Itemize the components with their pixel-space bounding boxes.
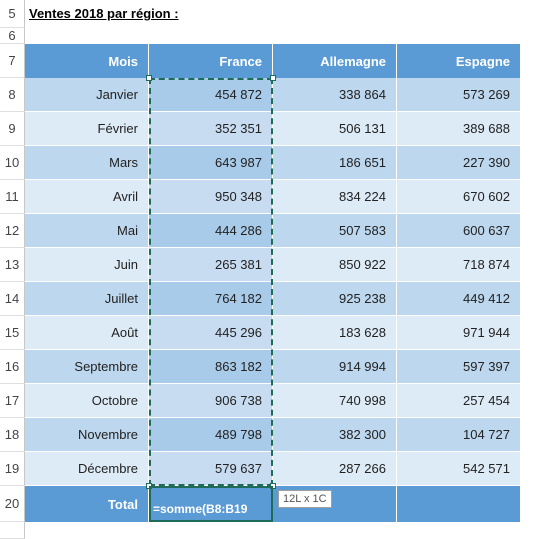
- month-cell[interactable]: Octobre: [25, 384, 149, 418]
- value-cell[interactable]: 764 182: [149, 282, 273, 316]
- month-cell[interactable]: Novembre: [25, 418, 149, 452]
- column-header[interactable]: Mois: [25, 44, 149, 78]
- value-cell[interactable]: 971 944: [397, 316, 521, 350]
- value-cell[interactable]: 597 397: [397, 350, 521, 384]
- row-number: 10: [0, 146, 25, 180]
- month-cell[interactable]: Juin: [25, 248, 149, 282]
- value-cell[interactable]: 186 651: [273, 146, 397, 180]
- row-number: 13: [0, 248, 25, 282]
- month-cell[interactable]: Avril: [25, 180, 149, 214]
- month-cell[interactable]: Août: [25, 316, 149, 350]
- value-cell[interactable]: 227 390: [397, 146, 521, 180]
- row-number: 19: [0, 452, 25, 486]
- row-number: 14: [0, 282, 25, 316]
- column-header[interactable]: Allemagne: [273, 44, 397, 78]
- month-cell[interactable]: Janvier: [25, 78, 149, 112]
- value-cell[interactable]: 389 688: [397, 112, 521, 146]
- row-number: 9: [0, 112, 25, 146]
- column-header[interactable]: France: [149, 44, 273, 78]
- value-cell[interactable]: 914 994: [273, 350, 397, 384]
- row-number: 7: [0, 44, 25, 78]
- month-cell[interactable]: Septembre: [25, 350, 149, 384]
- value-cell[interactable]: 863 182: [149, 350, 273, 384]
- value-cell[interactable]: 454 872: [149, 78, 273, 112]
- value-cell[interactable]: 338 864: [273, 78, 397, 112]
- value-cell[interactable]: 265 381: [149, 248, 273, 282]
- row-number: 12: [0, 214, 25, 248]
- value-cell[interactable]: 183 628: [273, 316, 397, 350]
- row-number: 15: [0, 316, 25, 350]
- selection-handle[interactable]: [146, 75, 152, 81]
- range-tooltip: 12L x 1C: [278, 490, 332, 508]
- row-number: 11: [0, 180, 25, 214]
- value-cell[interactable]: 542 571: [397, 452, 521, 486]
- row-number: 20: [0, 486, 25, 522]
- row-number: 6: [0, 28, 25, 44]
- value-cell[interactable]: 444 286: [149, 214, 273, 248]
- month-cell[interactable]: Février: [25, 112, 149, 146]
- value-cell[interactable]: 906 738: [149, 384, 273, 418]
- formula-edit[interactable]: =somme(B8:B19: [149, 486, 273, 522]
- value-cell[interactable]: 382 300: [273, 418, 397, 452]
- value-cell[interactable]: 104 727: [397, 418, 521, 452]
- total-cell[interactable]: [397, 486, 521, 522]
- value-cell[interactable]: 600 637: [397, 214, 521, 248]
- value-cell[interactable]: 850 922: [273, 248, 397, 282]
- total-label[interactable]: Total: [25, 486, 149, 522]
- month-cell[interactable]: Mars: [25, 146, 149, 180]
- value-cell[interactable]: 579 637: [149, 452, 273, 486]
- month-cell[interactable]: Décembre: [25, 452, 149, 486]
- value-cell[interactable]: 449 412: [397, 282, 521, 316]
- value-cell[interactable]: 257 454: [397, 384, 521, 418]
- value-cell[interactable]: 506 131: [273, 112, 397, 146]
- sheet-title: Ventes 2018 par région :: [29, 6, 179, 21]
- month-cell[interactable]: Mai: [25, 214, 149, 248]
- month-cell[interactable]: Juillet: [25, 282, 149, 316]
- row-number: 8: [0, 78, 25, 112]
- value-cell[interactable]: 643 987: [149, 146, 273, 180]
- column-header[interactable]: Espagne: [397, 44, 521, 78]
- value-cell[interactable]: 950 348: [149, 180, 273, 214]
- value-cell[interactable]: 287 266: [273, 452, 397, 486]
- value-cell[interactable]: 834 224: [273, 180, 397, 214]
- row-number: 5: [0, 0, 25, 28]
- row-number: 17: [0, 384, 25, 418]
- value-cell[interactable]: 489 798: [149, 418, 273, 452]
- total-cell[interactable]: [149, 486, 273, 522]
- value-cell[interactable]: 352 351: [149, 112, 273, 146]
- value-cell[interactable]: 925 238: [273, 282, 397, 316]
- value-cell[interactable]: 445 296: [149, 316, 273, 350]
- value-cell[interactable]: 507 583: [273, 214, 397, 248]
- row-number: [0, 522, 25, 539]
- row-number: 16: [0, 350, 25, 384]
- selection-handle[interactable]: [270, 75, 276, 81]
- value-cell[interactable]: 718 874: [397, 248, 521, 282]
- row-number: 18: [0, 418, 25, 452]
- value-cell[interactable]: 740 998: [273, 384, 397, 418]
- value-cell[interactable]: 670 602: [397, 180, 521, 214]
- value-cell[interactable]: 573 269: [397, 78, 521, 112]
